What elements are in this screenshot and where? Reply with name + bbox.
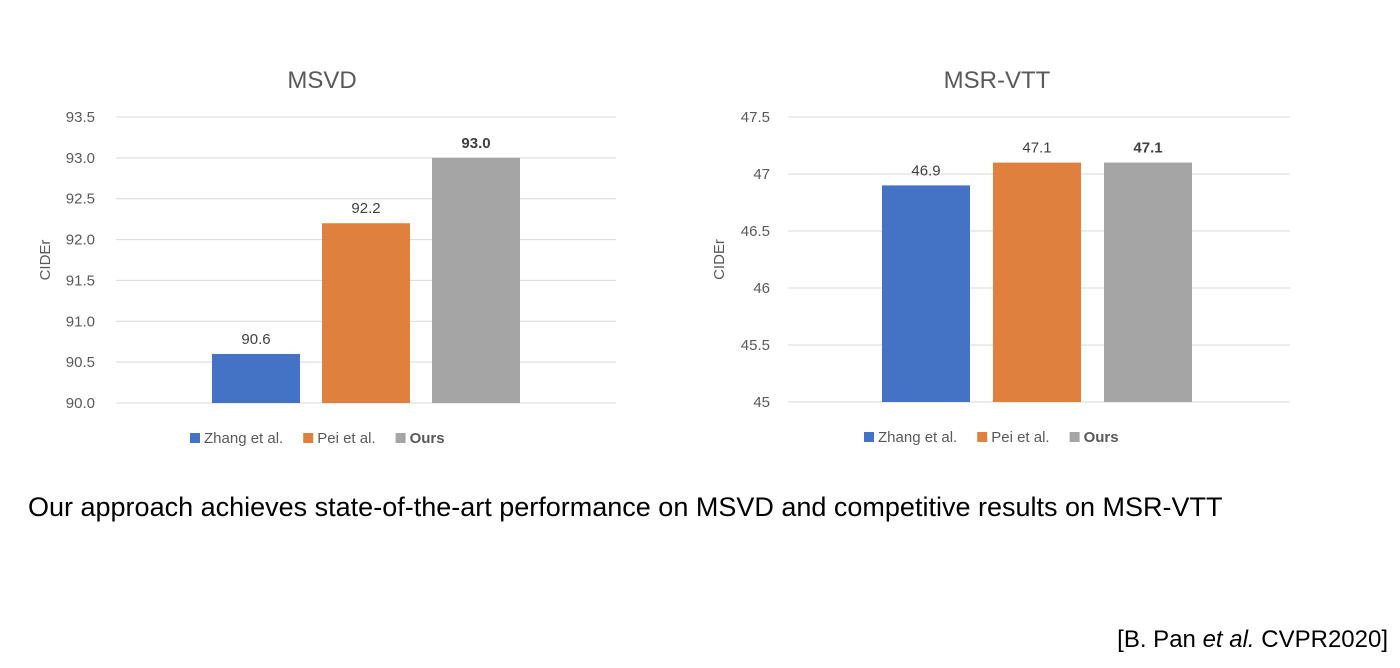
y-tick-label: 90.0 — [66, 395, 95, 412]
data-label: 92.2 — [351, 200, 380, 217]
y-tick-label: 92.5 — [66, 191, 95, 208]
msvd-chart: MSVD 90.0 90.5 91.0 91.5 92.0 92.5 93.0 93.5 CIDE… — [0, 0, 700, 470]
citation-prefix: [B. Pan — [1117, 626, 1203, 653]
y-tick-label: 93.0 — [66, 150, 95, 167]
data-label: 47.1 — [1022, 140, 1051, 157]
y-tick-label: 92.0 — [66, 232, 95, 249]
y-tick-label: 46 — [753, 280, 770, 297]
bar-zhang-et-al — [882, 185, 970, 402]
y-tick-label: 93.5 — [66, 109, 95, 126]
y-tick-label: 91.5 — [66, 272, 95, 289]
y-tick-label: 47 — [753, 166, 770, 183]
citation: [B. Pan et al. CVPR2020] — [1117, 626, 1388, 654]
legend-swatch — [190, 433, 200, 443]
slide-caption: Our approach achieves state-of-the-art p… — [28, 492, 1223, 522]
data-label: 93.0 — [461, 135, 490, 152]
legend-swatch — [1069, 432, 1080, 442]
msvd-chart-svg: MSVD 90.0 90.5 91.0 91.5 92.0 92.5 93.0 93.5 CIDE… — [37, 67, 616, 447]
data-label: 46.9 — [911, 162, 940, 179]
bar-ours — [1104, 162, 1192, 402]
y-tick-label: 45 — [753, 394, 770, 411]
legend-entry: Pei et al. — [991, 429, 1049, 446]
y-tick-label: 91.0 — [66, 313, 95, 330]
bar-pei-et-al — [322, 223, 410, 403]
y-tick-label: 46.5 — [741, 223, 770, 240]
citation-italic: et al. — [1202, 626, 1255, 653]
legend-entry: Pei et al. — [317, 430, 375, 447]
data-label: 47.1 — [1133, 140, 1162, 157]
legend-entry: Zhang et al. — [204, 430, 283, 447]
y-tick-label: 45.5 — [741, 337, 770, 354]
chart-title: MSR-VTT — [944, 67, 1051, 94]
legend-entry: Ours — [1084, 429, 1119, 446]
bar-zhang-et-al — [212, 353, 300, 403]
bar-pei-et-al — [993, 162, 1081, 402]
data-label: 90.6 — [241, 331, 270, 348]
msrvtt-chart-svg: MSR-VTT 45 45.5 46 46.5 47 47.5 CIDEr 46.9 47.1 47… — [711, 67, 1290, 446]
legend-swatch — [977, 432, 988, 442]
y-axis-label: CIDEr — [37, 240, 54, 281]
y-tick-label: 47.5 — [741, 109, 770, 126]
legend-swatch — [864, 432, 874, 442]
legend-entry: Ours — [410, 430, 445, 447]
legend-swatch — [303, 433, 314, 443]
bar-ours — [432, 157, 520, 403]
legend-entry: Zhang et al. — [878, 429, 957, 446]
citation-suffix: CVPR2020] — [1254, 626, 1388, 653]
y-axis-label: CIDEr — [711, 239, 728, 280]
y-tick-label: 90.5 — [66, 354, 95, 371]
chart-title: MSVD — [287, 67, 356, 94]
legend-swatch — [395, 433, 406, 443]
msrvtt-chart: MSR-VTT 45 45.5 46 46.5 47 47.5 CIDEr 46.9 47.1 47… — [700, 0, 1400, 470]
